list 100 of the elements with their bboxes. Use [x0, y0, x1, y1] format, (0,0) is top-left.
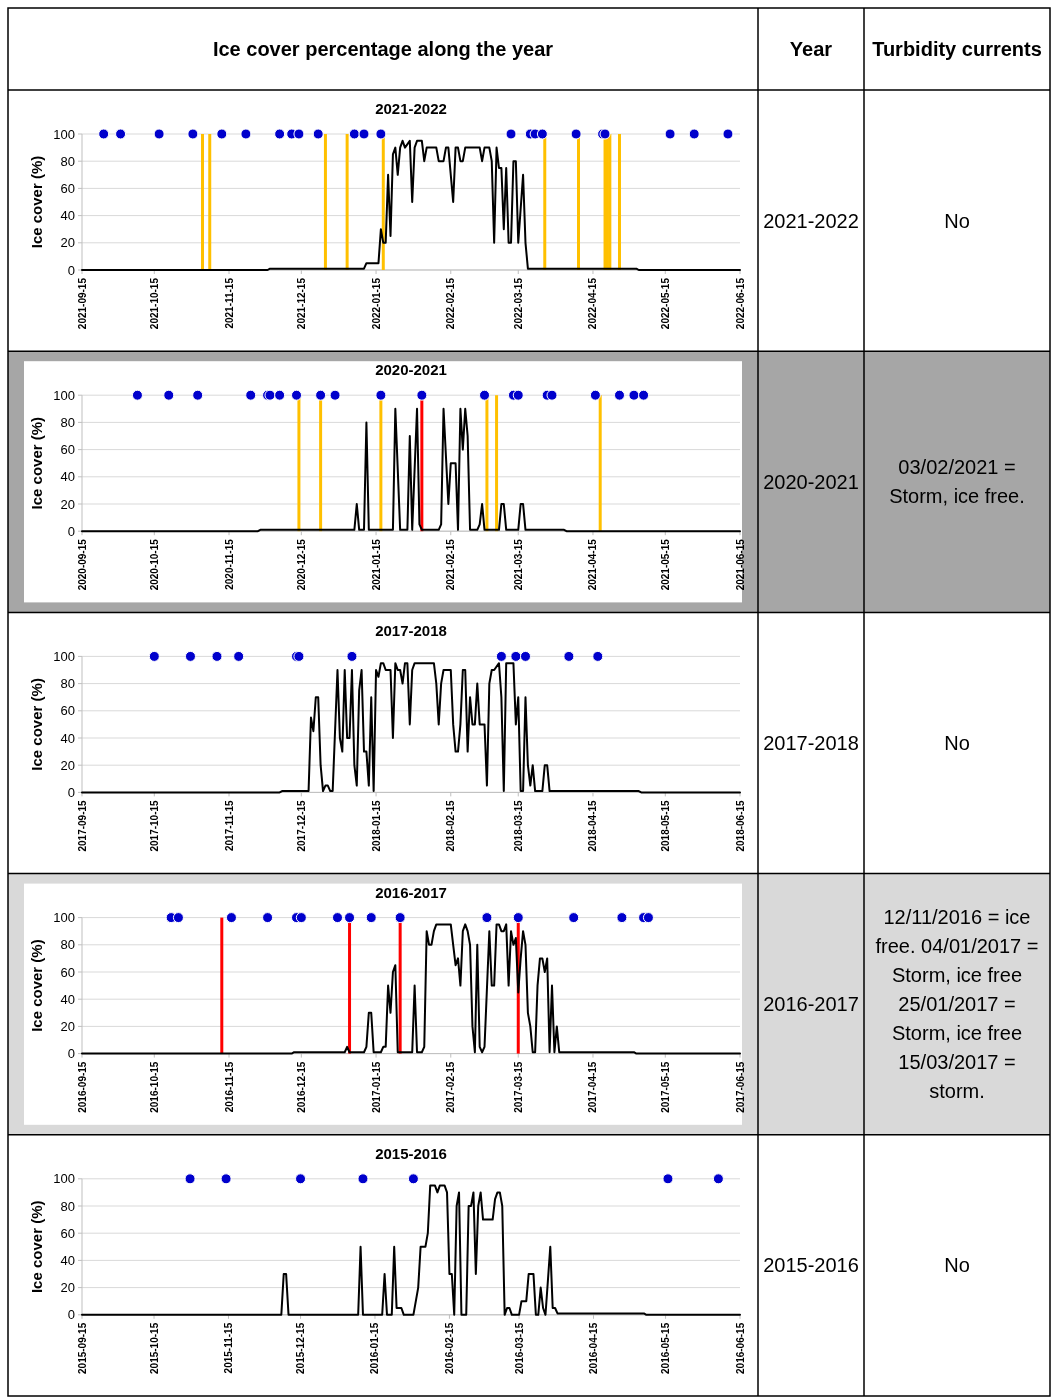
chart-title: 2017-2018	[375, 622, 447, 640]
x-tick-label: 2018-04-15	[587, 799, 599, 852]
y-tick-label: 80	[60, 937, 75, 953]
x-tick-label: 2016-09-15	[76, 1061, 88, 1113]
y-axis-title: Ice cover (%)	[28, 939, 45, 1032]
x-tick-label: 2017-12-15	[295, 799, 307, 852]
x-tick-label: 2017-03-15	[512, 1061, 524, 1113]
x-tick-label: 2022-04-15	[587, 277, 599, 330]
x-tick-label: 2016-05-15	[660, 1322, 672, 1374]
x-tick-label: 2021-10-15	[148, 277, 160, 330]
x-tick-label: 2017-02-15	[445, 1061, 457, 1113]
text: 03/02/2021 = Storm, ice free.	[889, 456, 1025, 508]
x-tick-label: 2016-01-15	[369, 1322, 381, 1374]
y-tick-label: 80	[60, 153, 75, 169]
y-tick-label: 60	[60, 703, 75, 719]
x-tick-label: 2015-11-15	[222, 1322, 234, 1374]
text: Ice cover percentage along the year	[212, 38, 554, 60]
chart-title: 2020-2021	[375, 361, 447, 379]
x-tick-label: 2022-02-15	[445, 277, 457, 330]
x-tick-label: 2022-05-15	[659, 277, 671, 330]
text: No	[944, 1254, 970, 1277]
x-tick-label: 2020-09-15	[76, 538, 88, 591]
y-tick-label: 80	[60, 1198, 75, 1214]
y-tick-label: 60	[60, 442, 75, 458]
x-tick-label: 2016-11-15	[223, 1061, 235, 1113]
y-tick-label: 100	[53, 648, 75, 664]
x-tick-label: 2021-09-15	[76, 277, 88, 330]
x-tick-label: 2021-05-15	[659, 538, 671, 591]
x-tick-label: 2015-09-15	[76, 1322, 88, 1374]
y-tick-label: 40	[60, 730, 75, 746]
x-tick-label: 2016-06-15	[734, 1322, 746, 1374]
text: 2016-2017	[763, 993, 859, 1016]
y-tick-label: 20	[60, 1018, 75, 1034]
text: Turbidity currents	[872, 38, 1042, 60]
text: Year	[789, 38, 833, 60]
y-tick-label: 20	[60, 496, 75, 512]
x-tick-label: 2020-11-15	[223, 538, 235, 590]
x-tick-label: 2018-01-15	[370, 799, 382, 852]
x-tick-label: 2016-10-15	[148, 1061, 160, 1113]
x-tick-label: 2018-06-15	[734, 799, 746, 852]
chart-title: 2015-2016	[375, 1144, 447, 1162]
chart-title: 2016-2017	[375, 883, 447, 901]
x-tick-label: 2017-04-15	[587, 1061, 599, 1113]
x-tick-label: 2018-02-15	[445, 799, 457, 852]
x-tick-label: 2017-09-15	[76, 799, 88, 852]
y-tick-label: 60	[60, 180, 75, 196]
y-tick-label: 80	[60, 414, 75, 430]
text: 12/11/2016 = ice free. 04/01/2017 = Storm, ice free 25/01/2017 = Storm, ice free 15/03/2017 = storm.	[875, 906, 1039, 1103]
x-tick-label: 2021-12-15	[295, 277, 307, 330]
y-tick-label: 60	[60, 964, 75, 980]
x-tick-label: 2018-05-15	[659, 799, 671, 852]
x-tick-label: 2021-04-15	[587, 538, 599, 591]
x-tick-label: 2017-10-15	[148, 799, 160, 852]
x-tick-label: 2016-04-15	[588, 1322, 600, 1374]
y-tick-label: 100	[53, 910, 75, 926]
x-tick-label: 2016-02-15	[443, 1322, 455, 1374]
x-tick-label: 2020-12-15	[295, 538, 307, 591]
y-tick-label: 100	[53, 387, 75, 403]
x-tick-label: 2015-12-15	[295, 1322, 307, 1374]
x-tick-label: 2020-10-15	[148, 538, 160, 591]
y-tick-label: 20	[60, 235, 75, 251]
x-tick-label: 2021-02-15	[445, 538, 457, 591]
y-axis-title: Ice cover (%)	[28, 155, 45, 249]
x-tick-label: 2022-06-15	[734, 277, 746, 330]
x-tick-label: 2022-01-15	[370, 277, 382, 330]
text: 2021-2022	[763, 209, 859, 232]
x-tick-label: 2017-11-15	[223, 799, 235, 852]
y-tick-label: 40	[60, 469, 75, 485]
x-tick-label: 2017-06-15	[734, 1061, 746, 1113]
y-tick-label: 100	[53, 1171, 75, 1187]
y-tick-label: 100	[53, 126, 75, 142]
y-tick-label: 0	[67, 262, 75, 278]
x-tick-label: 2016-03-15	[513, 1322, 525, 1374]
x-tick-label: 2016-12-15	[295, 1061, 307, 1113]
x-tick-label: 2021-03-15	[512, 538, 524, 591]
y-tick-label: 0	[67, 523, 75, 539]
y-tick-label: 40	[60, 208, 75, 224]
x-tick-label: 2017-05-15	[659, 1061, 671, 1113]
chart-title: 2021-2022	[375, 100, 447, 117]
y-tick-label: 80	[60, 676, 75, 692]
x-tick-label: 2015-10-15	[148, 1322, 160, 1374]
text: No	[944, 732, 970, 754]
text: 2015-2016	[763, 1254, 859, 1277]
y-tick-label: 40	[60, 1252, 75, 1268]
x-tick-label: 2017-01-15	[370, 1061, 382, 1113]
y-tick-label: 60	[60, 1225, 75, 1241]
y-axis-title: Ice cover (%)	[28, 678, 45, 771]
y-tick-label: 20	[60, 757, 75, 773]
text: No	[944, 209, 970, 232]
x-tick-label: 2022-03-15	[512, 277, 524, 330]
y-tick-label: 0	[67, 1307, 75, 1323]
x-tick-label: 2021-11-15	[223, 277, 235, 329]
y-axis-title: Ice cover (%)	[28, 416, 45, 510]
x-tick-label: 2018-03-15	[512, 799, 524, 852]
x-tick-label: 2021-06-15	[734, 538, 746, 591]
y-tick-label: 0	[67, 1046, 75, 1062]
y-tick-label: 0	[67, 784, 75, 800]
y-tick-label: 20	[60, 1280, 75, 1296]
y-tick-label: 40	[60, 991, 75, 1007]
text: 2020-2021	[763, 470, 859, 493]
